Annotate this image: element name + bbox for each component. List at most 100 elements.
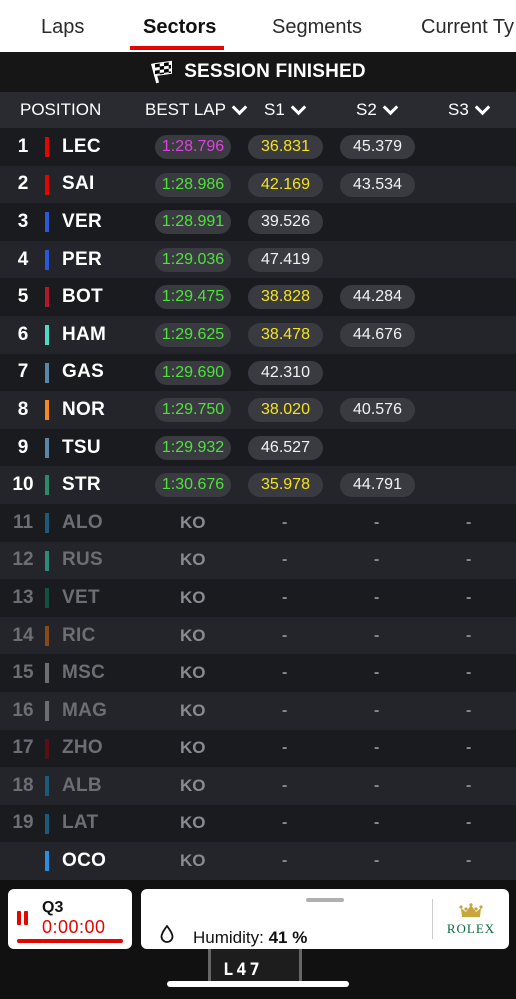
sector-3-empty: - — [466, 776, 472, 794]
sector-2-empty: - — [374, 852, 380, 870]
best-lap-time: 1:28.991 — [155, 210, 231, 235]
best-lap-status: KO — [180, 851, 206, 871]
weather-card[interactable]: Humidity: 41 % ROLEX — [141, 889, 509, 949]
footer-panel: Q3 0:00:00 Humidity: 41 % ROLEX — [0, 880, 516, 999]
best-lap-status: KO — [180, 512, 206, 532]
team-color-bar — [45, 738, 49, 759]
sector-1-empty: - — [282, 664, 288, 682]
column-header-s3[interactable]: S3 — [448, 92, 491, 128]
team-color-bar — [45, 625, 49, 646]
best-lap-status: KO — [180, 550, 206, 570]
sector-1-time: 35.978 — [248, 473, 323, 498]
water-drop-icon — [160, 925, 174, 943]
table-row[interactable]: 9 TSU 1:29.932 46.527 — [0, 428, 516, 467]
checkered-flag-icon — [150, 60, 173, 84]
sector-3-empty: - — [466, 626, 472, 644]
table-row[interactable]: 16 MAG KO - - - — [0, 691, 516, 730]
table-row[interactable]: 18 ALB KO - - - — [0, 767, 516, 805]
position-number: 11 — [12, 511, 34, 533]
table-row[interactable]: 17 ZHO KO - - - — [0, 729, 516, 768]
driver-code: RIC — [62, 624, 96, 646]
driver-code: RUS — [62, 549, 104, 571]
table-row[interactable]: OCO KO - - - — [0, 842, 516, 880]
position-number: 2 — [17, 173, 29, 195]
table-row[interactable]: 3 VER 1:28.991 39.526 — [0, 203, 516, 241]
session-clock-card[interactable]: Q3 0:00:00 — [8, 889, 132, 949]
table-row[interactable]: 14 RIC KO - - - — [0, 616, 516, 655]
column-header-s2[interactable]: S2 — [356, 92, 399, 128]
tab-segments[interactable]: Segments — [272, 16, 363, 38]
team-color-bar — [45, 249, 49, 270]
session-remaining-time: 0:00:00 — [42, 917, 106, 937]
best-lap-status: KO — [180, 700, 206, 720]
table-row[interactable]: 12 RUS KO - - - — [0, 541, 516, 580]
best-lap-time: 1:29.750 — [155, 398, 231, 423]
column-header-s1[interactable]: S1 — [264, 92, 307, 128]
driver-code: BOT — [62, 286, 104, 308]
sector-1-empty: - — [282, 513, 288, 531]
table-row[interactable]: 6 HAM 1:29.625 38.478 44.676 — [0, 315, 516, 354]
team-color-bar — [45, 212, 49, 233]
table-row[interactable]: 7 GAS 1:29.690 42.310 — [0, 353, 516, 392]
team-color-bar — [45, 550, 49, 571]
sector-3-empty: - — [466, 814, 472, 832]
sector-1-time: 38.478 — [248, 322, 323, 347]
team-color-bar — [45, 362, 49, 383]
timing-table: 1 LEC 1:28.796 36.831 45.379 2 SAI 1:28.… — [0, 128, 516, 880]
table-row[interactable]: 5 BOT 1:29.475 38.828 44.284 — [0, 278, 516, 316]
sector-1-time: 46.527 — [248, 435, 323, 460]
driver-code: ZHO — [62, 737, 104, 759]
tab-laps[interactable]: Laps — [41, 16, 85, 38]
table-row[interactable]: 1 LEC 1:28.796 36.831 45.379 — [0, 128, 516, 166]
sector-1-empty: - — [282, 626, 288, 644]
table-row[interactable]: 2 SAI 1:28.986 42.169 43.534 — [0, 165, 516, 204]
position-number: 18 — [12, 774, 34, 796]
best-lap-time: 1:29.690 — [155, 360, 231, 385]
table-row[interactable]: 19 LAT KO - - - — [0, 804, 516, 843]
sector-1-time: 38.828 — [248, 285, 323, 310]
sector-2-time: 45.379 — [340, 135, 415, 159]
team-color-bar — [45, 287, 49, 308]
tab-bar: Laps Sectors Segments Current Ty — [0, 0, 516, 52]
session-status-banner: SESSION FINISHED — [0, 52, 516, 92]
sector-3-empty: - — [466, 551, 472, 569]
sector-2-empty: - — [374, 814, 380, 832]
sector-3-empty: - — [466, 664, 472, 682]
humidity-readout: Humidity: 41 % — [193, 928, 308, 947]
tab-current-tyres[interactable]: Current Ty — [421, 16, 514, 38]
session-name: Q3 — [42, 899, 64, 916]
position-number: 13 — [12, 586, 34, 608]
active-tab-indicator — [130, 46, 224, 50]
tab-sectors[interactable]: Sectors — [143, 16, 217, 38]
sector-3-empty: - — [466, 852, 472, 870]
table-row[interactable]: 10 STR 1:30.676 35.978 44.791 — [0, 466, 516, 504]
table-row[interactable]: 11 ALO KO - - - — [0, 503, 516, 542]
position-number: 4 — [17, 248, 29, 270]
sector-3-empty: - — [466, 513, 472, 531]
sector-3-empty: - — [466, 701, 472, 719]
driver-code: LEC — [62, 135, 101, 157]
best-lap-time: 1:29.036 — [155, 247, 231, 272]
team-color-bar — [45, 512, 49, 533]
position-number: 8 — [17, 398, 29, 420]
table-row[interactable]: 8 NOR 1:29.750 38.020 40.576 — [0, 391, 516, 429]
team-color-bar — [45, 851, 49, 872]
position-number: 17 — [12, 737, 34, 759]
lap-counter-text: L47 — [223, 960, 263, 980]
pause-icon — [17, 911, 29, 925]
best-lap-time: 1:28.986 — [155, 172, 231, 197]
drag-handle[interactable] — [306, 898, 344, 902]
best-lap-status: KO — [180, 587, 206, 607]
best-lap-status: KO — [180, 738, 206, 758]
table-row[interactable]: 4 PER 1:29.036 47.419 — [0, 240, 516, 279]
driver-code: SAI — [62, 173, 95, 195]
driver-code: VER — [62, 210, 102, 232]
team-color-bar — [45, 324, 49, 345]
column-header-best-lap[interactable]: BEST LAP — [145, 92, 248, 128]
table-row[interactable]: 15 MSC KO - - - — [0, 654, 516, 692]
team-color-bar — [45, 663, 49, 684]
sector-1-empty: - — [282, 588, 288, 606]
column-header-position: POSITION — [20, 100, 102, 119]
home-indicator[interactable] — [167, 981, 349, 987]
table-row[interactable]: 13 VET KO - - - — [0, 579, 516, 617]
